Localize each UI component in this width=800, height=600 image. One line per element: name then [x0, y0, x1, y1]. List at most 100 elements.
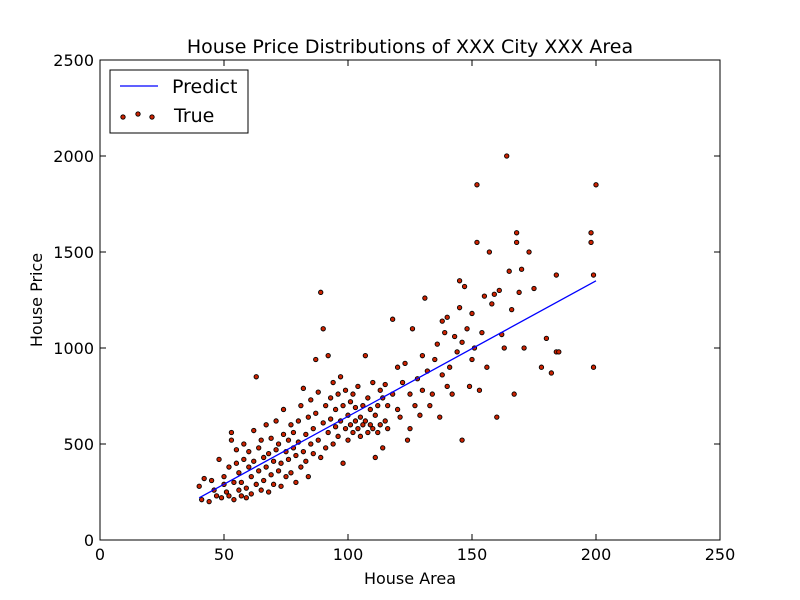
true-point — [233, 447, 240, 453]
true-point — [216, 456, 222, 463]
true-point — [298, 464, 304, 470]
true-point — [332, 424, 339, 430]
true-point — [588, 239, 594, 246]
true-point — [342, 425, 349, 432]
true-point — [280, 431, 287, 438]
true-point — [335, 391, 341, 397]
true-point — [588, 230, 594, 236]
true-point — [469, 356, 475, 363]
true-point — [407, 425, 413, 432]
legend-predict-label: Predict — [172, 76, 237, 98]
true-point — [221, 473, 227, 480]
predict-line-layer — [198, 280, 597, 499]
true-point — [253, 374, 259, 380]
true-point — [389, 316, 396, 322]
x-tick-label: 200 — [581, 545, 612, 564]
true-point — [375, 429, 381, 436]
true-point — [476, 387, 483, 393]
true-point — [208, 477, 215, 484]
x-tick-label: 0 — [95, 545, 105, 564]
true-point — [394, 364, 401, 370]
true-point — [459, 437, 465, 443]
true-point — [273, 447, 279, 453]
x-axis-label: House Area — [364, 569, 456, 588]
legend-true-dot — [120, 114, 126, 120]
true-point — [263, 422, 269, 428]
true-point — [206, 498, 212, 505]
true-point — [385, 402, 391, 409]
true-point — [288, 422, 294, 428]
true-point — [273, 418, 279, 424]
true-point — [330, 379, 336, 386]
true-point — [352, 404, 359, 411]
true-point — [347, 422, 354, 428]
true-point — [342, 387, 349, 393]
true-points — [196, 153, 599, 505]
true-point — [394, 406, 401, 413]
true-point — [447, 364, 453, 370]
true-point — [360, 422, 366, 428]
true-point — [325, 353, 331, 359]
true-point — [258, 437, 264, 443]
true-point — [298, 402, 304, 409]
true-point — [335, 433, 341, 439]
true-point — [228, 429, 235, 436]
true-point — [372, 412, 378, 418]
true-point — [407, 391, 413, 397]
true-point — [233, 460, 240, 466]
true-point — [283, 473, 289, 480]
x-tick-label: 100 — [333, 545, 364, 564]
true-point — [256, 468, 262, 474]
true-point — [261, 477, 267, 484]
true-point — [315, 389, 321, 395]
true-point — [323, 402, 329, 409]
true-point — [382, 418, 388, 424]
true-point — [243, 485, 249, 491]
x-tick-label: 150 — [457, 545, 488, 564]
true-point — [437, 414, 443, 420]
true-point — [270, 481, 277, 487]
true-point — [201, 475, 207, 482]
true-point — [248, 491, 254, 497]
true-point — [263, 464, 269, 470]
true-point — [474, 182, 480, 188]
true-point — [196, 483, 202, 489]
true-point — [323, 445, 329, 451]
true-point — [236, 487, 242, 493]
true-point — [362, 418, 369, 424]
true-point — [459, 339, 465, 345]
plot-background — [100, 60, 720, 540]
true-point — [372, 454, 378, 461]
true-point — [248, 473, 254, 480]
true-point — [315, 437, 321, 443]
true-point — [419, 353, 426, 359]
true-point — [241, 456, 247, 463]
true-point — [518, 266, 525, 272]
true-point — [365, 395, 371, 401]
true-point — [320, 420, 326, 426]
true-point — [293, 479, 299, 486]
true-point — [496, 287, 502, 294]
true-point — [238, 479, 245, 486]
true-point — [456, 278, 463, 284]
true-point — [434, 341, 440, 347]
true-point — [318, 289, 324, 295]
true-point — [355, 425, 361, 432]
true-point — [300, 385, 307, 391]
true-point — [444, 383, 450, 390]
true-point — [385, 425, 391, 432]
y-tick-label: 1000 — [53, 339, 94, 358]
true-point — [340, 460, 346, 466]
legend-box — [109, 69, 249, 134]
true-point — [474, 239, 480, 246]
true-point — [308, 441, 314, 447]
true-point — [332, 406, 339, 413]
true-point — [494, 414, 500, 420]
true-point — [251, 427, 257, 434]
true-point — [439, 318, 445, 324]
true-point — [481, 293, 488, 299]
true-point — [486, 249, 493, 255]
y-tick-label: 2500 — [53, 51, 94, 70]
y-tick-label: 500 — [63, 435, 94, 454]
